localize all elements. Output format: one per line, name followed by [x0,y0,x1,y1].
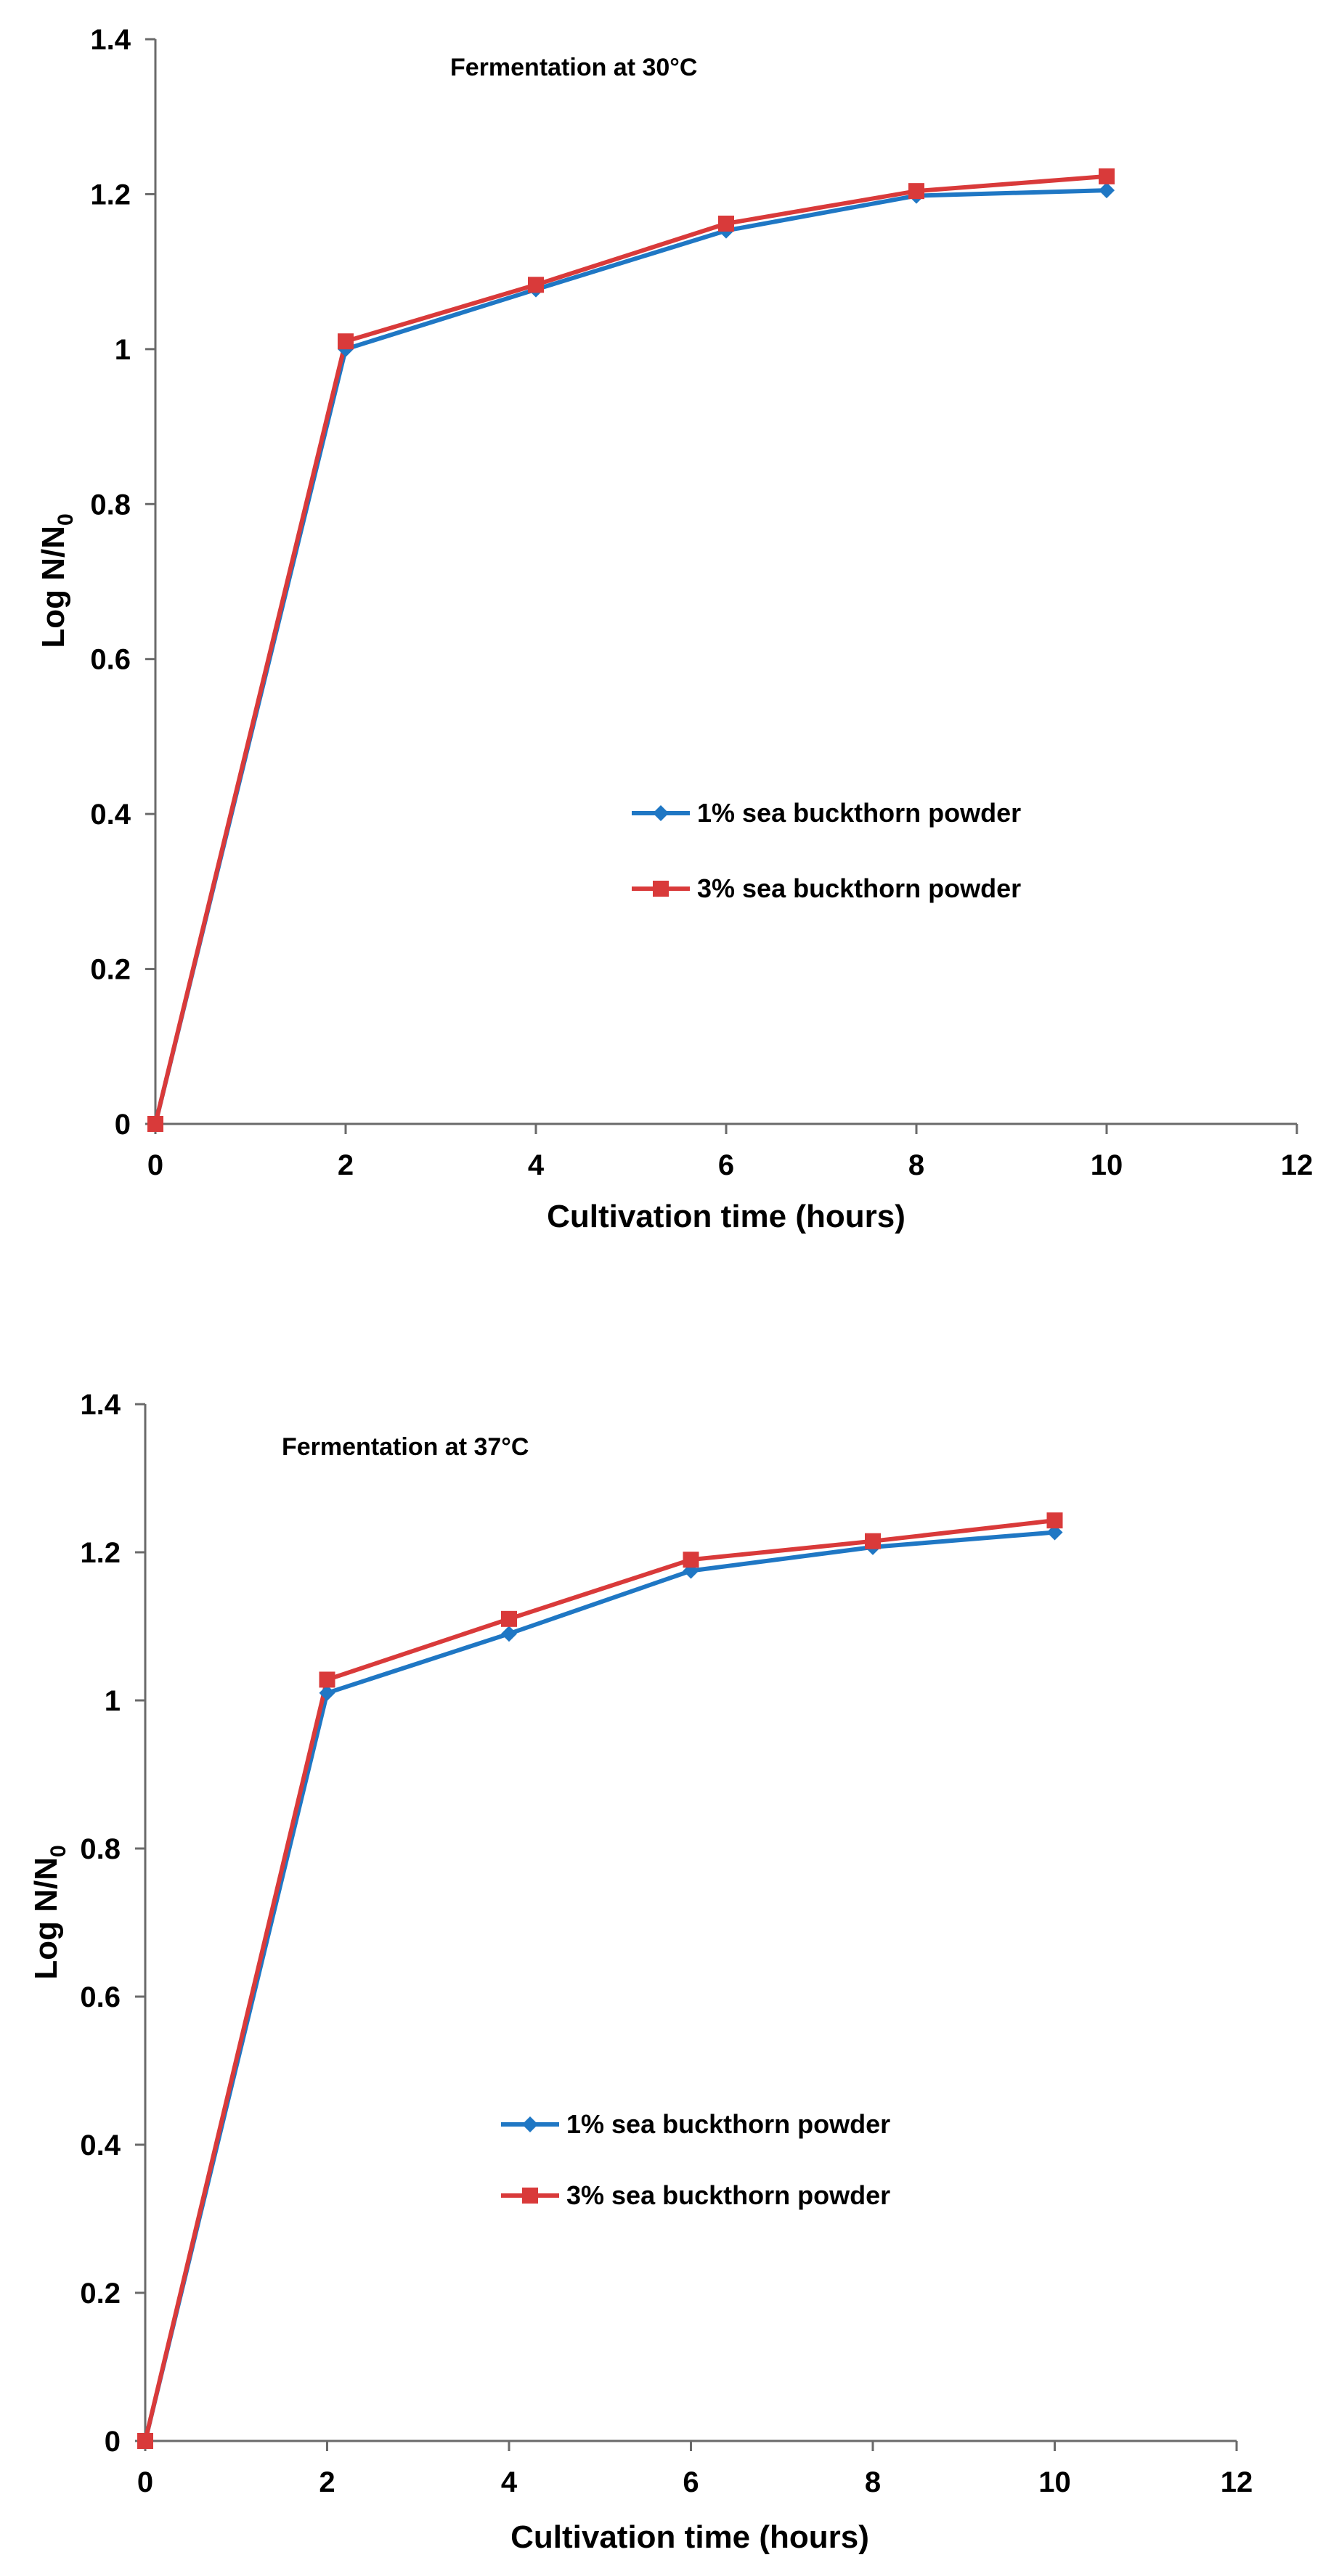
y-tick-label: 1.2 [90,179,131,211]
legend-label-3pct: 3% sea buckthorn powder [697,873,1021,903]
legend-marker-diamond [653,805,669,821]
x-tick-label: 6 [683,2466,699,2498]
y-tick-label: 0.6 [80,1981,121,2013]
x-tick-label: 6 [718,1149,734,1181]
data-point-3pct [1099,168,1115,184]
x-tick-label: 10 [1038,2466,1071,2498]
x-tick-label: 2 [319,2466,335,2498]
y-tick-label: 0.6 [90,644,131,676]
y-tick-label: 0.4 [80,2129,121,2161]
data-point-3pct [147,1116,163,1132]
y-tick-label: 0 [105,2426,121,2458]
y-axis-title-main: Log N/N [36,526,71,648]
y-tick-label: 0.4 [90,799,131,831]
y-axis-title-main: Log N/N [28,1857,64,1980]
chart-annotation: Fermentation at 30°C [450,54,697,81]
x-tick-label: 4 [501,2466,518,2498]
series-line-3pct [153,174,1107,1125]
x-axis-title: Cultivation time (hours) [510,2519,869,2555]
y-ticks: 0 0.2 0.4 0.6 0.8 1 1.2 1.4 [90,24,155,1141]
x-tick-label: 2 [338,1149,354,1181]
legend-label-3pct: 3% sea buckthorn powder [566,2180,890,2210]
y-axis-title-subscript: 0 [54,513,78,526]
y-tick-label: 1 [105,1685,121,1717]
data-point-3pct [319,1671,335,1688]
x-axis-title: Cultivation time (hours) [547,1199,905,1234]
x-tick-label: 0 [137,2466,153,2498]
series-line-3pct [143,1518,1055,2442]
data-point-3pct [718,215,734,232]
x-ticks: 0 2 4 6 8 10 12 [147,1124,1313,1181]
chart-37c: 0 0.2 0.4 0.6 0.8 1 1.2 1.4 0 2 4 6 8 10 12 Fermentat… [28,1389,1253,2555]
data-point-3pct [865,1533,881,1549]
data-point-1pct [501,1626,517,1642]
x-tick-label: 8 [908,1149,924,1181]
legend: 1% sea buckthorn powder 3% sea buckthorn… [501,2109,890,2210]
data-point-3pct [137,2433,153,2449]
y-tick-label: 1.4 [80,1389,121,1421]
x-tick-label: 4 [528,1149,545,1181]
y-tick-label: 1.4 [90,24,131,56]
y-tick-label: 0.8 [90,489,131,521]
data-point-1pct [1099,182,1115,199]
y-tick-label: 0.8 [80,1833,121,1865]
y-tick-label: 0.2 [80,2278,121,2310]
data-point-3pct [528,277,544,293]
y-axis-title: Log N/N0 [36,513,78,648]
legend-marker-diamond [522,2116,538,2132]
legend: 1% sea buckthorn powder 3% sea buckthorn… [632,798,1021,903]
data-point-1pct [1046,1524,1063,1541]
chart-annotation: Fermentation at 37°C [282,1433,529,1461]
y-tick-label: 1.2 [80,1537,121,1569]
y-tick-label: 0.2 [90,954,131,986]
chart-30c: 0 0.2 0.4 0.6 0.8 1 1.2 1.4 0 2 4 6 8 10 12 Fermentat… [36,24,1313,1234]
data-point-3pct [338,333,354,350]
data-point-1pct [319,1684,335,1701]
legend-label-1pct: 1% sea buckthorn powder [697,798,1021,828]
y-axis-title-subscript: 0 [46,1845,70,1857]
x-ticks: 0 2 4 6 8 10 12 [137,2441,1253,2498]
y-axis-title: Log N/N0 [28,1845,70,1979]
legend-marker-square [653,881,669,897]
x-tick-label: 12 [1281,1149,1314,1181]
legend-marker-square [522,2188,538,2204]
series-line-1pct [143,1530,1055,2442]
x-tick-label: 8 [865,2466,881,2498]
legend-label-1pct: 1% sea buckthorn powder [566,2109,890,2139]
x-tick-label: 10 [1091,1149,1123,1181]
data-point-3pct [908,183,924,200]
y-tick-label: 0 [115,1109,131,1141]
data-point-3pct [1046,1512,1063,1529]
y-tick-label: 1 [115,334,131,366]
data-point-3pct [501,1610,517,1627]
x-tick-label: 0 [147,1149,163,1181]
x-tick-label: 12 [1221,2466,1253,2498]
series-layer [137,1512,1063,2449]
series-layer [147,168,1115,1132]
series-line-1pct [153,188,1107,1125]
y-ticks: 0 0.2 0.4 0.6 0.8 1 1.2 1.4 [80,1389,145,2458]
data-point-3pct [683,1552,699,1568]
